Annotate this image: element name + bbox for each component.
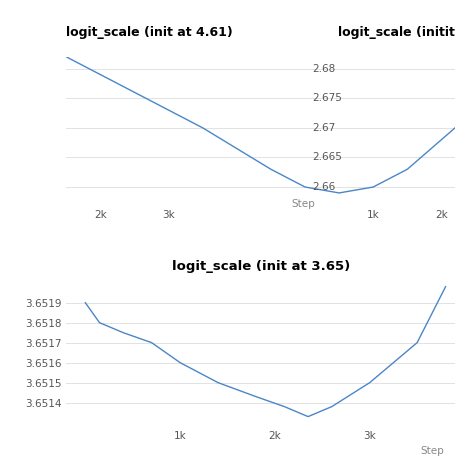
Text: 2.66: 2.66	[312, 182, 335, 192]
Text: 2.665: 2.665	[312, 153, 342, 163]
Title: logit_scale (init at 3.65): logit_scale (init at 3.65)	[172, 260, 350, 273]
Text: Step: Step	[292, 199, 315, 209]
Text: 2.68: 2.68	[312, 64, 335, 74]
Text: 2.67: 2.67	[312, 123, 335, 133]
Text: 2.675: 2.675	[312, 93, 342, 103]
Text: logit_scale (initit: logit_scale (initit	[338, 26, 455, 39]
Text: Step: Step	[420, 446, 444, 456]
Text: logit_scale (init at 4.61): logit_scale (init at 4.61)	[66, 26, 233, 39]
